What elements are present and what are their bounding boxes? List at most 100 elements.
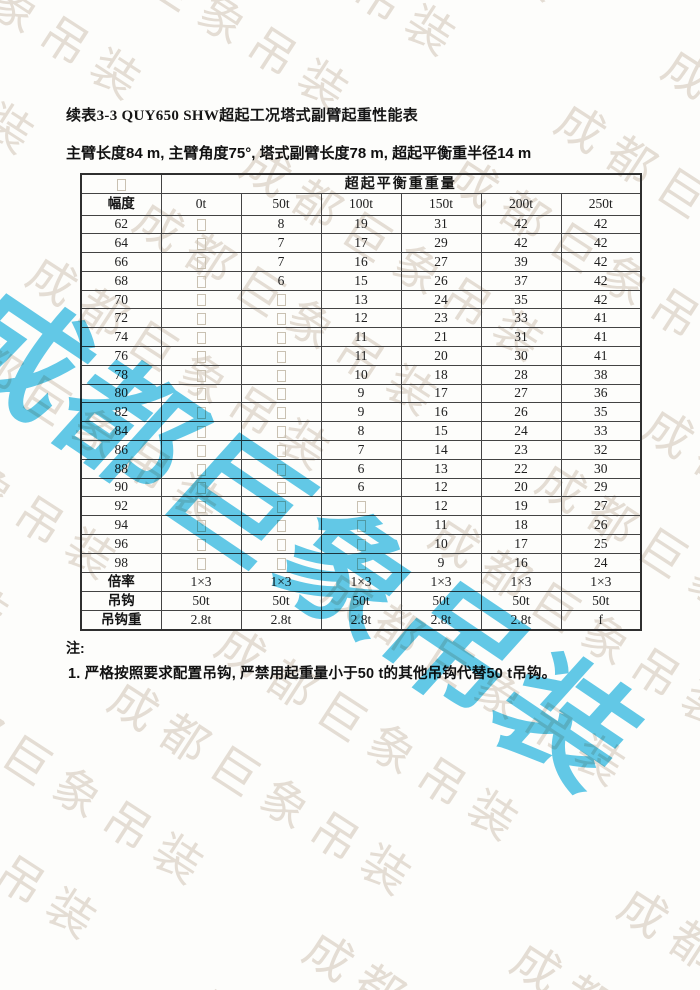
missing-glyph-box: [196, 294, 206, 307]
table-cell: 7: [240, 233, 322, 254]
table-cell: 20: [480, 477, 562, 498]
table-cell: 32: [560, 440, 642, 460]
table-row: 82 9 16 26 35: [80, 402, 642, 423]
table-cell: [160, 364, 242, 385]
table-cell: 22: [480, 458, 562, 479]
table-cell: [160, 233, 242, 254]
row-label: 62: [80, 214, 162, 235]
table-footer-row: 吊钩重 2.8t 2.8t 2.8t 2.8t 2.8t f: [80, 610, 642, 631]
table-cell: 17: [480, 534, 562, 554]
table-cell: 24: [400, 289, 482, 310]
missing-glyph-box: [276, 538, 286, 551]
table-cell: 2.8t: [160, 610, 242, 631]
table-cell: 20: [400, 346, 482, 366]
table-cell: 12: [400, 477, 482, 498]
table-cell: [160, 421, 242, 442]
row-label: 76: [80, 346, 162, 366]
missing-glyph-box: [196, 219, 206, 232]
missing-glyph-box: [276, 425, 286, 438]
table-cell: 42: [560, 233, 642, 254]
table-row: 64 7 17 29 42 42: [80, 233, 642, 254]
table-cell: 35: [560, 402, 642, 423]
row-label: 90: [80, 477, 162, 498]
table-cell: [240, 308, 322, 329]
missing-glyph-box: [196, 369, 206, 382]
table-cell: 1×3: [480, 571, 562, 593]
missing-glyph-box: [276, 313, 286, 326]
table-cell: [160, 346, 242, 366]
table-cell: [160, 477, 242, 498]
table-cell: 23: [480, 440, 562, 460]
table-row: 72 12 23 33 41: [80, 308, 642, 329]
table-cell: [320, 515, 402, 536]
table-cell: 35: [480, 289, 562, 310]
table-cell: 50t: [480, 591, 562, 612]
table-row: 84 8 15 24 33: [80, 421, 642, 442]
table-cell: 9: [320, 383, 402, 404]
table-cell: f: [560, 610, 642, 631]
table-cell: 33: [480, 308, 562, 329]
missing-glyph-box: [276, 557, 286, 570]
table-row: 74 11 21 31 41: [80, 327, 642, 348]
table-cell: 11: [320, 346, 402, 366]
table-cell: 10: [320, 364, 402, 385]
table-cell: 18: [480, 515, 562, 536]
missing-glyph-box: [356, 538, 366, 551]
column-header: 100t: [320, 192, 402, 216]
table-cell: 14: [400, 440, 482, 460]
table-cell: 26: [480, 402, 562, 423]
table-row: 94 11 18 26: [80, 515, 642, 536]
table-cell: [160, 458, 242, 479]
table-cell: 15: [400, 421, 482, 442]
table-cell: [240, 289, 322, 310]
table-cell: 24: [560, 552, 642, 573]
table-cell: [320, 552, 402, 573]
table-cell: [320, 496, 402, 517]
missing-glyph-box: [276, 388, 286, 401]
table-cell: [160, 515, 242, 536]
missing-glyph-box: [356, 519, 366, 532]
table-group-header-row: 超起平衡重重量: [80, 173, 642, 194]
table-cell: [320, 534, 402, 554]
table-cell: 9: [320, 402, 402, 423]
missing-glyph-box: [196, 313, 206, 326]
corner-cell: [80, 173, 162, 194]
table-cell: 36: [560, 383, 642, 404]
table-cell: 18: [400, 364, 482, 385]
table-footer-row: 吊钩 50t 50t 50t 50t 50t 50t: [80, 591, 642, 612]
table-cell: 30: [480, 346, 562, 366]
row-label: 98: [80, 552, 162, 573]
table-cell: 16: [480, 552, 562, 573]
column-header: 50t: [240, 192, 322, 216]
table-cell: 2.8t: [240, 610, 322, 631]
row-label: 88: [80, 458, 162, 479]
table-cell: 16: [320, 252, 402, 272]
table-cell: 1×3: [240, 571, 322, 593]
table-cell: 33: [560, 421, 642, 442]
table-row: 78 10 18 28 38: [80, 364, 642, 385]
table-cell: 1×3: [320, 571, 402, 593]
row-label: 92: [80, 496, 162, 517]
missing-glyph-box: [276, 332, 286, 344]
table-cell: 2.8t: [480, 610, 562, 631]
table-row: 92 12 19 27: [80, 496, 642, 517]
column-header: 0t: [160, 192, 242, 216]
table-cell: 7: [320, 440, 402, 460]
table-cell: [160, 214, 242, 235]
missing-glyph-box: [196, 332, 206, 344]
table-cell: [160, 402, 242, 423]
row-label: 84: [80, 421, 162, 442]
row-label: 68: [80, 270, 162, 291]
table-cell: 27: [480, 383, 562, 404]
row-label: 94: [80, 515, 162, 536]
table-cell: [240, 534, 322, 554]
missing-glyph-box: [276, 444, 286, 457]
table-row: 96 10 17 25: [80, 534, 642, 554]
footer-label: 倍率: [80, 571, 162, 593]
table-cell: 41: [560, 346, 642, 366]
missing-glyph-box: [196, 238, 206, 251]
table-footer-row: 倍率 1×3 1×3 1×3 1×3 1×3 1×3: [80, 571, 642, 593]
note-item-1: 1. 严格按照要求配置吊钩, 严禁用起重量小于50 t的其他吊钩代替50 t吊钩…: [68, 666, 557, 682]
table-cell: 17: [400, 383, 482, 404]
table-cell: 11: [320, 327, 402, 348]
